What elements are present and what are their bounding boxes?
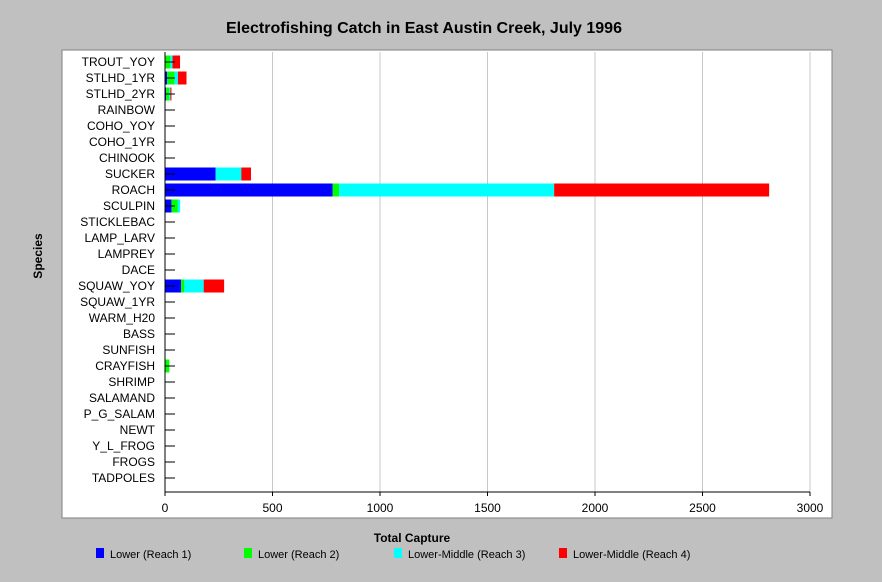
legend-label: Lower-Middle (Reach 3) xyxy=(408,549,525,561)
y-axis-title: Species xyxy=(31,233,45,279)
legend: Lower (Reach 1) Lower (Reach 2) Lower-Midd… xyxy=(96,548,690,561)
x-axis-title: Total Capture xyxy=(374,531,451,545)
bar-series xyxy=(165,55,770,373)
grid-lines xyxy=(272,52,811,492)
y-tick-label: WARM_H20 xyxy=(89,311,156,325)
y-tick-label: STICKLEBAC xyxy=(80,215,155,229)
y-tick-label: TROUT_YOY xyxy=(82,55,155,69)
legend-swatch xyxy=(394,548,402,558)
bar-segment xyxy=(174,71,178,85)
bar-segment xyxy=(181,279,185,293)
x-tick-label: 2500 xyxy=(689,501,716,515)
x-tick-label: 1000 xyxy=(367,501,394,515)
chart-title: Electrofishing Catch in East Austin Cree… xyxy=(226,20,622,37)
bar-segment xyxy=(172,55,181,69)
legend-label: Lower (Reach 1) xyxy=(110,549,191,561)
bar-segment xyxy=(554,183,770,197)
y-tick-label: LAMPREY xyxy=(98,247,155,261)
y-tick-label: SQUAW_YOY xyxy=(78,279,155,293)
y-tick-label: SUNFISH xyxy=(102,343,155,357)
x-tick-label: 2000 xyxy=(582,501,609,515)
y-tick-label: STLHD_1YR xyxy=(86,71,156,85)
y-tick-label: SHRIMP xyxy=(108,375,155,389)
y-tick-label: RAINBOW xyxy=(98,103,156,117)
x-tick-label: 1500 xyxy=(474,501,501,515)
y-tick-label: SQUAW_1YR xyxy=(80,295,155,309)
y-tick-label: BASS xyxy=(123,327,155,341)
y-tick-label: CRAYFISH xyxy=(95,359,155,373)
legend-swatch xyxy=(559,548,567,558)
y-tick-label: SALAMAND xyxy=(89,391,155,405)
bar-segment xyxy=(241,167,251,181)
y-tick-label: LAMP_LARV xyxy=(85,231,155,245)
y-tick-label: NEWT xyxy=(120,423,156,437)
axes: 0 500 1000 1500 2000 2500 3000 TROUT_YOY STLHD_1… xyxy=(78,52,824,515)
bar-segment xyxy=(177,71,187,85)
y-tick-label: STLHD_2YR xyxy=(86,87,156,101)
bar-segment xyxy=(203,279,225,293)
y-tick-label: ROACH xyxy=(112,183,155,197)
y-tick-label: SUCKER xyxy=(105,167,155,181)
bar-segment xyxy=(165,167,216,181)
x-tick-label: 0 xyxy=(162,501,169,515)
y-tick-label: Y_L_FROG xyxy=(92,439,155,453)
bar-segment xyxy=(177,199,181,213)
y-tick-label: FROGS xyxy=(112,455,155,469)
legend-swatch xyxy=(96,548,104,558)
x-tick-label: 500 xyxy=(262,501,282,515)
bar-segment xyxy=(332,183,340,197)
y-tick-label: COHO_1YR xyxy=(89,135,155,149)
y-tick-label: P_G_SALAM xyxy=(84,407,155,421)
y-tick-label: SCULPIN xyxy=(103,199,155,213)
y-tick-label: DACE xyxy=(122,263,155,277)
bar-segment xyxy=(215,167,242,181)
y-tick-label: CHINOOK xyxy=(99,151,155,165)
legend-swatch xyxy=(244,548,252,558)
y-tick-label: COHO_YOY xyxy=(87,119,155,133)
legend-label: Lower-Middle (Reach 4) xyxy=(573,549,690,561)
bar-segment xyxy=(165,183,333,197)
y-tick-label: TADPOLES xyxy=(92,471,155,485)
bar-segment xyxy=(184,279,204,293)
legend-label: Lower (Reach 2) xyxy=(258,549,339,561)
x-tick-label: 3000 xyxy=(797,501,824,515)
bar-segment xyxy=(339,183,555,197)
